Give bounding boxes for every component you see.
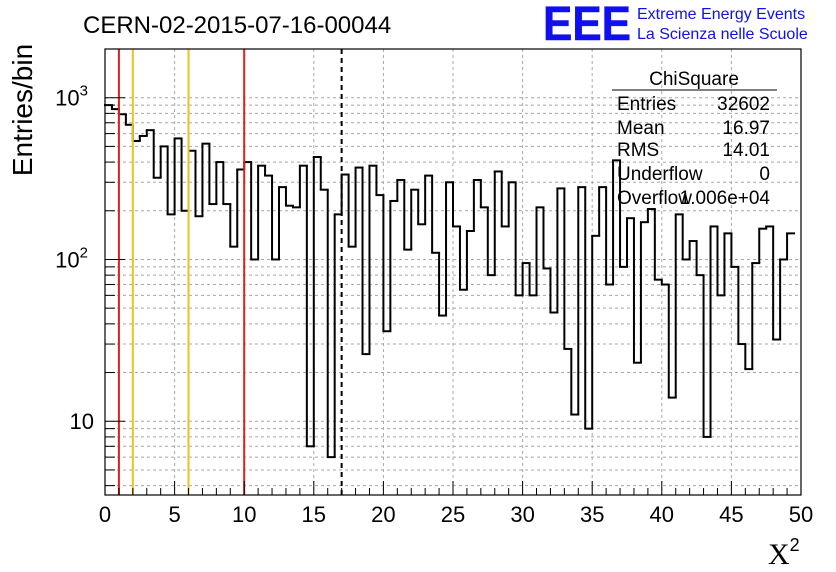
y-axis-label: Entries/bin <box>7 44 38 176</box>
stats-title: ChiSquare <box>649 69 739 90</box>
eee-logo-line2: La Scienza nelle Scuole <box>637 26 808 43</box>
stats-label-entries: Entries <box>617 94 676 115</box>
threshold-lines <box>117 49 343 495</box>
stats-value-overflow: 1.006e+04 <box>680 188 771 209</box>
stats-value-entries: 32602 <box>717 94 770 115</box>
x-tick-label: 10 <box>232 502 256 527</box>
x-axis-label: X2 <box>768 535 800 571</box>
stats-value-rms: 14.01 <box>722 140 770 161</box>
histogram-series <box>104 104 796 459</box>
stats-value-underflow: 0 <box>759 164 770 185</box>
x-tick-label: 50 <box>789 502 813 527</box>
stats-label-overflow: Overflow <box>617 188 692 209</box>
stats-box: ChiSquare Entries 32602 Mean 16.97 RMS 1… <box>612 69 777 209</box>
y-axis: 10 102 103 <box>55 48 125 487</box>
stats-label-mean: Mean <box>617 118 665 139</box>
x-axis-label-superscript: 2 <box>790 535 800 555</box>
stats-label-rms: RMS <box>617 140 659 161</box>
y-tick-label: 102 <box>55 244 88 272</box>
eee-logo-mark: EEE <box>543 0 631 51</box>
y-tick-label: 103 <box>55 83 88 111</box>
chart-title: CERN-02-2015-07-16-00044 <box>83 12 391 39</box>
x-axis: 0 5 10 15 20 25 30 35 40 45 50 <box>99 481 813 527</box>
x-tick-label: 20 <box>371 502 395 527</box>
x-tick-label: 15 <box>302 502 326 527</box>
x-tick-label: 35 <box>580 502 604 527</box>
eee-logo: EEE Extreme Energy Events La Scienza nel… <box>543 0 808 51</box>
eee-logo-line1: Extreme Energy Events <box>637 6 805 23</box>
x-tick-label: 45 <box>719 502 743 527</box>
x-tick-label: 40 <box>650 502 674 527</box>
x-tick-label: 5 <box>168 502 180 527</box>
x-tick-label: 0 <box>99 502 111 527</box>
y-tick-label: 10 <box>70 409 94 434</box>
x-tick-label: 30 <box>510 502 534 527</box>
x-axis-label-base: X <box>768 538 790 571</box>
grid <box>105 48 801 495</box>
x-tick-label: 25 <box>441 502 465 527</box>
stats-value-mean: 16.97 <box>722 118 770 139</box>
stats-label-underflow: Underflow <box>617 164 703 185</box>
